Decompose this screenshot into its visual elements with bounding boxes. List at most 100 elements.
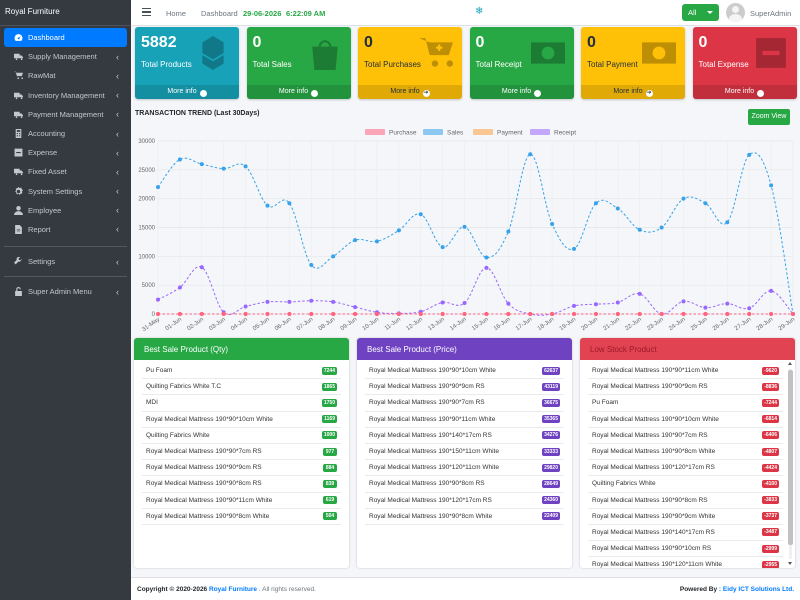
value-badge: -7244 <box>762 398 779 407</box>
cogs-icon <box>12 186 24 196</box>
product-name: Quilting Fabrics White <box>146 431 210 439</box>
sidebar-item-report[interactable]: Report ‹ <box>4 220 127 239</box>
more-info-link[interactable]: More info ➔ <box>692 85 797 99</box>
user-name[interactable]: SuperAdmin <box>750 9 792 18</box>
footer: Copyright © 2020-2026 Royal Furniture . … <box>131 577 800 600</box>
data-point-sales <box>703 201 708 206</box>
data-point-purchase <box>374 312 379 316</box>
x-tick-label: 20-Jun <box>581 317 599 332</box>
sidebar-item-supply-management[interactable]: Supply Management ‹ <box>4 47 127 66</box>
data-point-sales <box>287 201 292 206</box>
truck-icon <box>12 52 24 61</box>
data-point-purchase <box>331 312 336 316</box>
value-badge: 35365 <box>542 415 560 424</box>
list-item: Royal Medical Mattress 190*150*11cm Whit… <box>365 444 564 461</box>
stat-label: Total Sales <box>252 60 292 69</box>
data-point-purchase <box>156 312 160 316</box>
value-badge: 24360 <box>542 496 560 505</box>
more-info-link[interactable]: More info ➔ <box>135 85 239 99</box>
scroll-thumb[interactable] <box>788 370 793 545</box>
x-tick-label: 05-Jun <box>252 317 270 332</box>
more-info-link[interactable]: More info ➔ <box>246 85 351 99</box>
list-item: Quilting Fabrics White T.C 1865 <box>142 379 341 396</box>
scroll-up-arrow[interactable] <box>788 362 792 365</box>
product-name: Royal Medical Mattress 190*90*9cm RS <box>146 464 262 472</box>
data-point-sales <box>528 152 533 157</box>
best-sale-price-panel: Best Sale Product (Price) Royal Medical … <box>357 338 572 568</box>
sidebar-item-system-settings[interactable]: System Settings ‹ <box>4 182 127 201</box>
caret-down-icon <box>707 11 713 14</box>
footer-brand-link[interactable]: Royal Furniture <box>209 586 258 593</box>
data-point-sales <box>484 255 489 260</box>
value-badge: -6814 <box>762 415 779 424</box>
money-bill-icon <box>641 36 677 70</box>
sidebar-item-settings[interactable]: Settings ‹ <box>4 252 127 271</box>
sidebar-item-inventory-management[interactable]: Inventory Management ‹ <box>4 86 127 105</box>
sidebar-item-accounting[interactable]: Accounting ‹ <box>4 124 127 143</box>
data-point-receipt <box>681 299 686 304</box>
truck-icon <box>12 110 24 119</box>
product-name: Royal Medical Mattress 190*90*11cm White <box>592 367 719 375</box>
data-point-purchase <box>199 312 204 316</box>
value-badge: 619 <box>323 496 337 505</box>
value-badge: -2999 <box>762 544 779 553</box>
list-item: Royal Medical Mattress 190*140*17cm RS -3… <box>588 525 783 542</box>
list-item: Royal Medical Mattress 190*120*17cm RS -4… <box>588 460 783 477</box>
sidebar-item-label: Payment Management <box>28 109 104 119</box>
dashboard-link[interactable]: Dashboard <box>201 9 238 18</box>
data-point-receipt <box>309 298 314 303</box>
filter-dropdown[interactable]: All <box>682 4 719 21</box>
scroll-down-arrow[interactable] <box>788 562 792 565</box>
stat-value: 0 <box>587 34 596 51</box>
sidebar-item-expense[interactable]: Expense ‹ <box>4 143 127 162</box>
hamburger-menu-icon[interactable] <box>142 8 151 17</box>
sidebar-item-rawmat[interactable]: RawMat ‹ <box>4 66 127 85</box>
sidebar-item-payment-management[interactable]: Payment Management ‹ <box>4 105 127 124</box>
product-name: Royal Medical Mattress 190*90*8cm White <box>146 512 270 520</box>
data-point-purchase <box>593 312 598 316</box>
sidebar-item-label: Settings <box>28 257 56 267</box>
x-tick-label: 07-Jun <box>296 317 314 332</box>
snowflake-icon[interactable]: ❄ <box>475 6 484 17</box>
zoom-view-button[interactable]: Zoom View <box>748 109 790 125</box>
data-point-sales <box>769 183 774 188</box>
list-item: Quilting Fabrics White -4100 <box>588 476 783 493</box>
low-stock-scrollbar[interactable] <box>788 362 793 565</box>
current-date: 29-06-2026 <box>243 9 282 18</box>
chevron-left-icon: ‹ <box>116 51 119 62</box>
shopping-bag-icon <box>307 36 343 70</box>
chevron-left-icon: ‹ <box>116 256 119 267</box>
data-point-sales <box>199 162 204 167</box>
more-info-link[interactable]: More info ➔ <box>469 85 574 99</box>
sidebar-divider <box>4 276 127 278</box>
legend-label-sales: Sales <box>447 130 464 137</box>
powered-by-link[interactable]: : Eidy ICT Solutions Ltd. <box>718 586 794 593</box>
chevron-left-icon: ‹ <box>116 186 119 197</box>
sidebar-item-dashboard[interactable]: Dashboard <box>4 28 127 48</box>
sidebar-item-employee[interactable]: Employee ‹ <box>4 201 127 220</box>
x-tick-label: 22-Jun <box>624 317 642 332</box>
product-name: Royal Medical Mattress 190*140*17cm RS <box>369 431 492 439</box>
user-avatar[interactable] <box>726 3 745 22</box>
data-point-sales <box>440 245 445 250</box>
product-name: Royal Medical Mattress 190*90*7cm RS <box>146 448 262 456</box>
sidebar-item-super-admin[interactable]: Super Admin Menu ‹ <box>4 282 127 301</box>
value-badge: 34276 <box>542 431 560 440</box>
truck-icon <box>12 91 24 100</box>
y-tick-label: 15000 <box>138 226 155 232</box>
more-info-link[interactable]: More info ➔ <box>358 85 462 99</box>
more-info-link[interactable]: More info ➔ <box>581 85 685 99</box>
brand-title[interactable]: Royal Furniture <box>0 0 131 26</box>
x-tick-label: 21-Jun <box>602 317 620 332</box>
legend-swatch-payment <box>473 129 493 135</box>
home-link[interactable]: Home <box>166 9 187 18</box>
stat-value: 0 <box>475 34 485 51</box>
product-name: Royal Medical Mattress 190*120*11cm Whit… <box>369 464 499 472</box>
more-info-label: More info <box>390 88 420 95</box>
arrow-circle-right-icon: ➔ <box>311 90 319 97</box>
product-name: Royal Medical Mattress 190*90*7cm RS <box>592 431 708 439</box>
x-tick-label: 08-Jun <box>318 317 336 332</box>
more-info-label: More info <box>501 88 532 95</box>
sidebar-item-fixed-asset[interactable]: Fixed Asset ‹ <box>4 162 127 181</box>
product-name: Royal Medical Mattress 190*90*10cm RS <box>592 545 712 553</box>
